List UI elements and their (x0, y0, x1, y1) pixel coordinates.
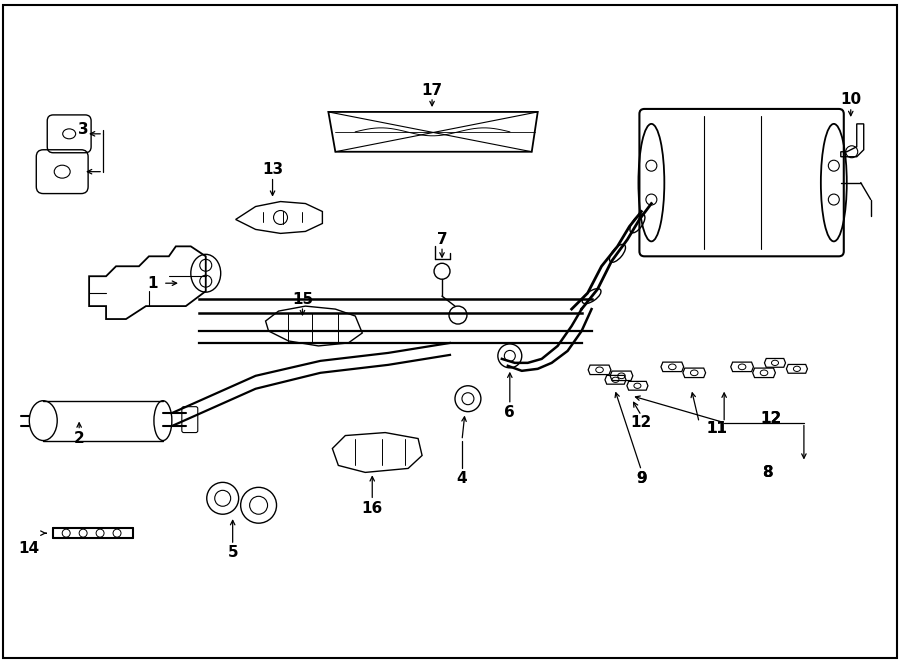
Text: 12: 12 (760, 411, 781, 426)
Text: 5: 5 (228, 545, 238, 560)
Text: 8: 8 (761, 465, 772, 480)
Text: 11: 11 (706, 421, 728, 436)
Text: 10: 10 (841, 93, 861, 108)
Text: 14: 14 (19, 541, 40, 556)
Text: 6: 6 (504, 405, 515, 420)
Text: 17: 17 (421, 83, 443, 98)
Text: 7: 7 (436, 232, 447, 247)
Text: 3: 3 (77, 122, 88, 137)
Text: 8: 8 (761, 465, 772, 480)
Text: 4: 4 (456, 471, 467, 486)
Text: 1: 1 (148, 276, 158, 291)
Text: 9: 9 (636, 471, 647, 486)
Text: 2: 2 (74, 431, 85, 446)
Text: 13: 13 (262, 162, 284, 177)
Text: 11: 11 (706, 421, 728, 436)
Text: 16: 16 (362, 501, 382, 516)
Text: 9: 9 (636, 471, 647, 486)
Text: 15: 15 (292, 292, 313, 307)
Text: 11: 11 (706, 421, 728, 436)
Text: 12: 12 (631, 415, 652, 430)
Text: 12: 12 (760, 411, 781, 426)
